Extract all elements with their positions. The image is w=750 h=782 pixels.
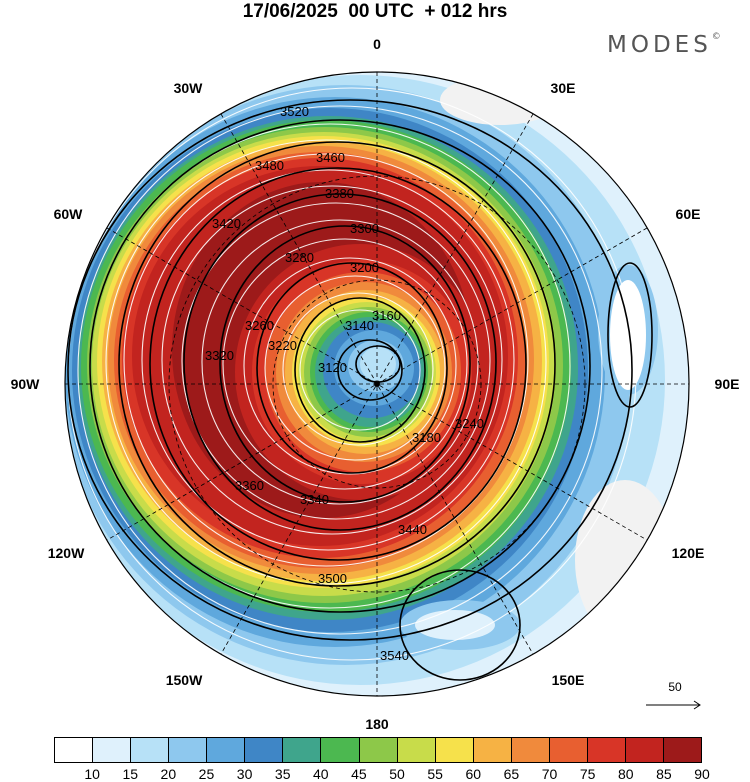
colorbar-label: 25	[198, 766, 215, 782]
colorbar-label: 30	[236, 766, 253, 782]
colorbar-label: 75	[579, 766, 596, 782]
colorbar-label: 70	[541, 766, 558, 782]
colorbar-box	[435, 738, 474, 762]
colorbar-label: 80	[617, 766, 634, 782]
colorbar-box	[625, 738, 664, 762]
map-boundary	[64, 71, 690, 697]
colorbar-box	[359, 738, 398, 762]
lon-label-150e: 150E	[551, 672, 585, 688]
contour-label: 3460	[316, 150, 345, 165]
lon-label-150w: 150W	[165, 672, 203, 688]
contour-label: 3300	[350, 221, 379, 236]
contour-label: 3440	[398, 522, 427, 537]
lon-label-60e: 60E	[675, 206, 701, 222]
map-title: 17/06/2025 00 UTC + 012 hrs	[242, 1, 508, 22]
colorbar-box	[55, 738, 94, 762]
colorbar-box	[549, 738, 588, 762]
contour-label: 3120	[318, 360, 347, 375]
contour-label-group: 3520 3480 3460 3440 3420 3380 3360 3340 …	[205, 104, 484, 663]
vector-reference: 50	[640, 680, 710, 720]
lon-label-180: 180	[365, 716, 389, 732]
colorbar-label: 15	[122, 766, 139, 782]
contour-label: 3380	[325, 186, 354, 201]
colorbar-box	[473, 738, 512, 762]
colorbar-box	[664, 738, 702, 762]
vector-reference-label: 50	[668, 680, 682, 694]
contour-label: 3260	[245, 318, 274, 333]
contour-label: 3140	[345, 318, 374, 333]
colorbar-box	[397, 738, 436, 762]
colorbar-box	[283, 738, 322, 762]
lon-label-30e: 30E	[550, 80, 576, 96]
lon-label-120w: 120W	[47, 545, 85, 561]
contour-label: 3420	[212, 216, 241, 231]
colorbar-box	[131, 738, 170, 762]
lon-label-30w: 30W	[173, 80, 203, 96]
lon-label-90e: 90E	[714, 376, 740, 392]
contour-label: 3360	[235, 478, 264, 493]
contour-label: 3480	[255, 158, 284, 173]
colorbar-label: 40	[313, 766, 329, 782]
copyright-mark: ©	[711, 32, 721, 42]
pole-marker	[374, 381, 380, 387]
contour-label: 3340	[300, 492, 329, 507]
contour-label: 3160	[372, 308, 401, 323]
polar-map: 3520 3480 3460 3440 3420 3380 3360 3340 …	[64, 71, 690, 697]
contour-label: 3280	[285, 250, 314, 265]
contour-label: 3520	[280, 104, 309, 119]
contour-label: 3180	[412, 430, 441, 445]
contour-label: 3500	[318, 571, 347, 586]
lon-label-120e: 120E	[671, 545, 705, 561]
colorbar-box	[321, 738, 360, 762]
colorbar-box	[587, 738, 626, 762]
colorbar-label: 35	[274, 766, 291, 782]
lon-label-0: 0	[373, 36, 381, 52]
colorbar-label: 85	[656, 766, 672, 782]
colorbar-box	[169, 738, 208, 762]
brand-text: MODES	[607, 32, 712, 58]
colorbar-box	[93, 738, 132, 762]
brand-logo: MODES©	[607, 32, 721, 58]
lon-label-90w: 90W	[10, 376, 40, 392]
contour-label: 3220	[268, 338, 297, 353]
colorbar	[54, 737, 702, 763]
colorbar-label: 45	[351, 766, 367, 782]
contour-label: 3320	[205, 348, 234, 363]
colorbar-label: 20	[160, 766, 177, 782]
lon-label-60w: 60W	[53, 206, 83, 222]
colorbar-label: 65	[503, 766, 520, 782]
colorbar-label: 55	[427, 766, 443, 782]
contour-label: 3200	[350, 260, 379, 275]
colorbar-box	[245, 738, 284, 762]
vector-reference-arrow	[646, 700, 701, 710]
colorbar-label: 10	[84, 766, 100, 782]
colorbar-label: 60	[465, 766, 482, 782]
contour-label: 3540	[380, 648, 409, 663]
contour-label: 3240	[455, 416, 484, 431]
colorbar-box	[511, 738, 550, 762]
colorbar-box	[207, 738, 246, 762]
colorbar-label: 50	[389, 766, 405, 782]
colorbar-label: 90	[694, 766, 710, 782]
